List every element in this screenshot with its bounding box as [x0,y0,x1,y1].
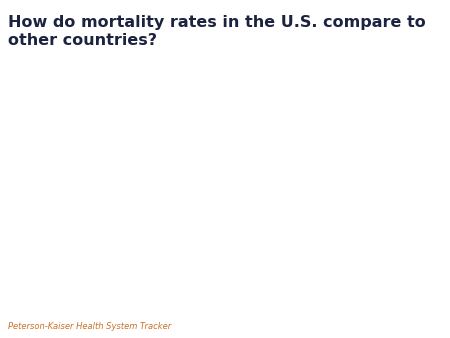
Text: Peterson-Kaiser Health System Tracker: Peterson-Kaiser Health System Tracker [8,321,171,331]
Text: How do mortality rates in the U.S. compare to
other countries?: How do mortality rates in the U.S. compa… [8,15,426,48]
